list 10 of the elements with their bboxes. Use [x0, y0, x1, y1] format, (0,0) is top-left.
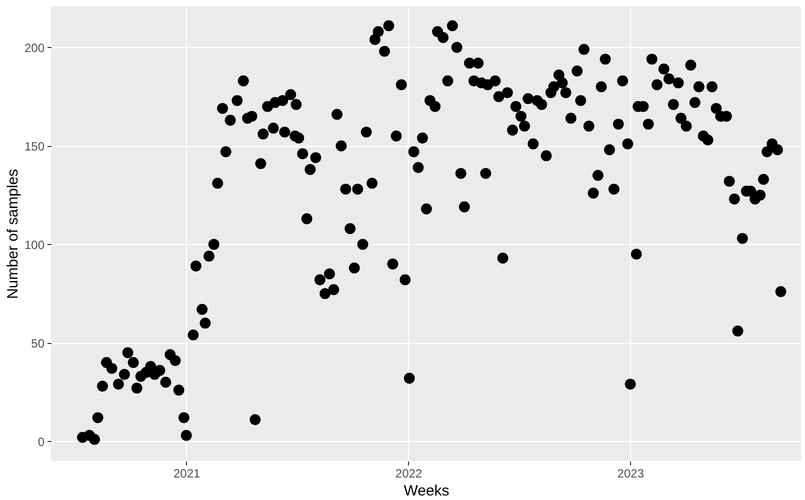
- y-tick-label: 0: [38, 434, 45, 449]
- y-tick-label: 150: [24, 139, 45, 154]
- x-tick-label: 2023: [617, 466, 644, 480]
- y-tick-label: 100: [24, 238, 45, 252]
- y-tick-label: 200: [24, 40, 45, 55]
- x-axis-title: Weeks: [404, 482, 450, 500]
- x-tick-label: 2022: [395, 466, 422, 480]
- x-tick-label: 2021: [174, 466, 201, 480]
- y-axis-title: Number of samples: [4, 168, 22, 300]
- y-tick-label: 50: [31, 336, 45, 350]
